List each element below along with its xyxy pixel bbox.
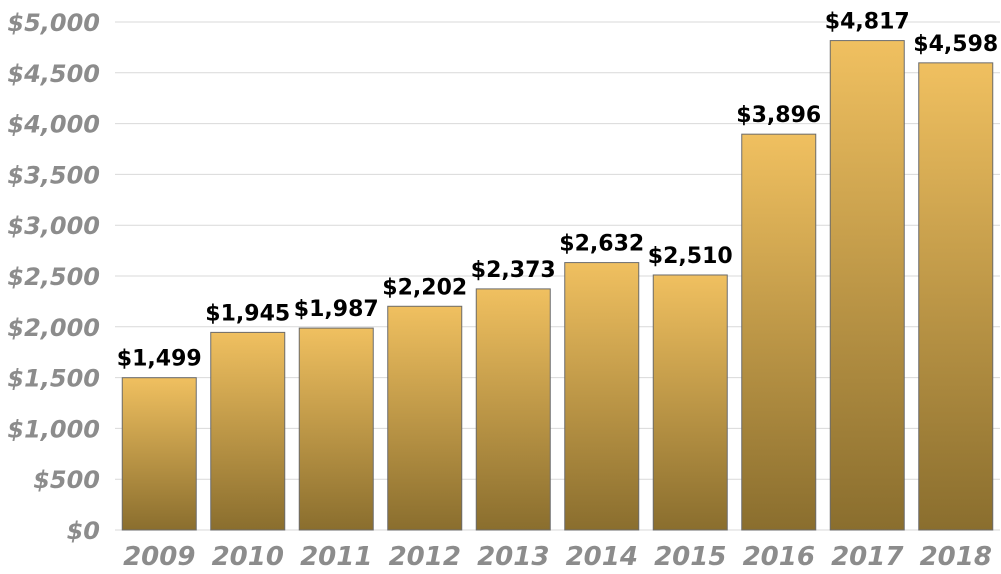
x-tick-label: 2018 (920, 542, 992, 572)
y-tick-label: $2,000 (7, 314, 100, 342)
y-tick-label: $500 (33, 466, 100, 494)
x-tick-label: 2012 (389, 542, 461, 572)
data-label-2016: $3,896 (736, 103, 821, 128)
bar-2013 (475, 288, 551, 531)
data-label-2013: $2,373 (471, 258, 556, 283)
x-tick-label: 2013 (477, 542, 549, 572)
data-label-2009: $1,499 (117, 347, 202, 372)
bars (121, 40, 994, 531)
data-label-2015: $2,510 (648, 244, 733, 269)
bar-2012 (387, 305, 463, 531)
bar-2014 (564, 262, 640, 531)
data-label-2011: $1,987 (294, 297, 379, 322)
y-tick-label: $3,000 (7, 212, 100, 240)
x-tick-label: 2010 (212, 542, 284, 572)
y-tick-label: $1,000 (7, 415, 100, 443)
data-label-2010: $1,945 (205, 301, 290, 326)
data-label-2012: $2,202 (382, 275, 467, 300)
bar-2018 (918, 62, 994, 531)
bar-2017 (829, 40, 905, 531)
data-label-2014: $2,632 (559, 232, 644, 257)
y-tick-label: $4,000 (7, 111, 100, 139)
y-tick-label: $5,000 (7, 9, 100, 37)
y-tick-label: $3,500 (7, 161, 100, 189)
y-tick-label: $2,500 (7, 263, 100, 291)
x-tick-label: 2016 (743, 542, 815, 572)
x-tick-label: 2009 (123, 542, 195, 572)
x-axis-tick-labels: 2009 2010 2011 2012 2013 2014 2015 2016 2017 2018 (123, 542, 992, 572)
data-label-2017: $4,817 (825, 10, 910, 35)
bar-2016 (741, 133, 817, 531)
bar-2010 (210, 331, 286, 531)
x-tick-label: 2015 (654, 542, 726, 572)
bar-2009 (121, 377, 197, 531)
x-tick-label: 2014 (566, 542, 638, 572)
data-label-2018: $4,598 (913, 32, 998, 57)
x-tick-label: 2017 (831, 542, 904, 572)
y-tick-label: $0 (67, 517, 100, 545)
y-tick-label: $4,500 (7, 60, 100, 88)
bar-2015 (652, 274, 728, 531)
y-axis-tick-labels: $0 $500 $1,000 $1,500 $2,000 $2,500 $3,000 $3,5… (7, 9, 100, 545)
bar-2011 (298, 327, 374, 531)
x-tick-label: 2011 (300, 542, 372, 572)
data-labels: $1,499$1,945 $1,987$2,202$2,373$2,632 $2,5… (117, 10, 998, 372)
y-tick-label: $1,500 (7, 365, 100, 393)
